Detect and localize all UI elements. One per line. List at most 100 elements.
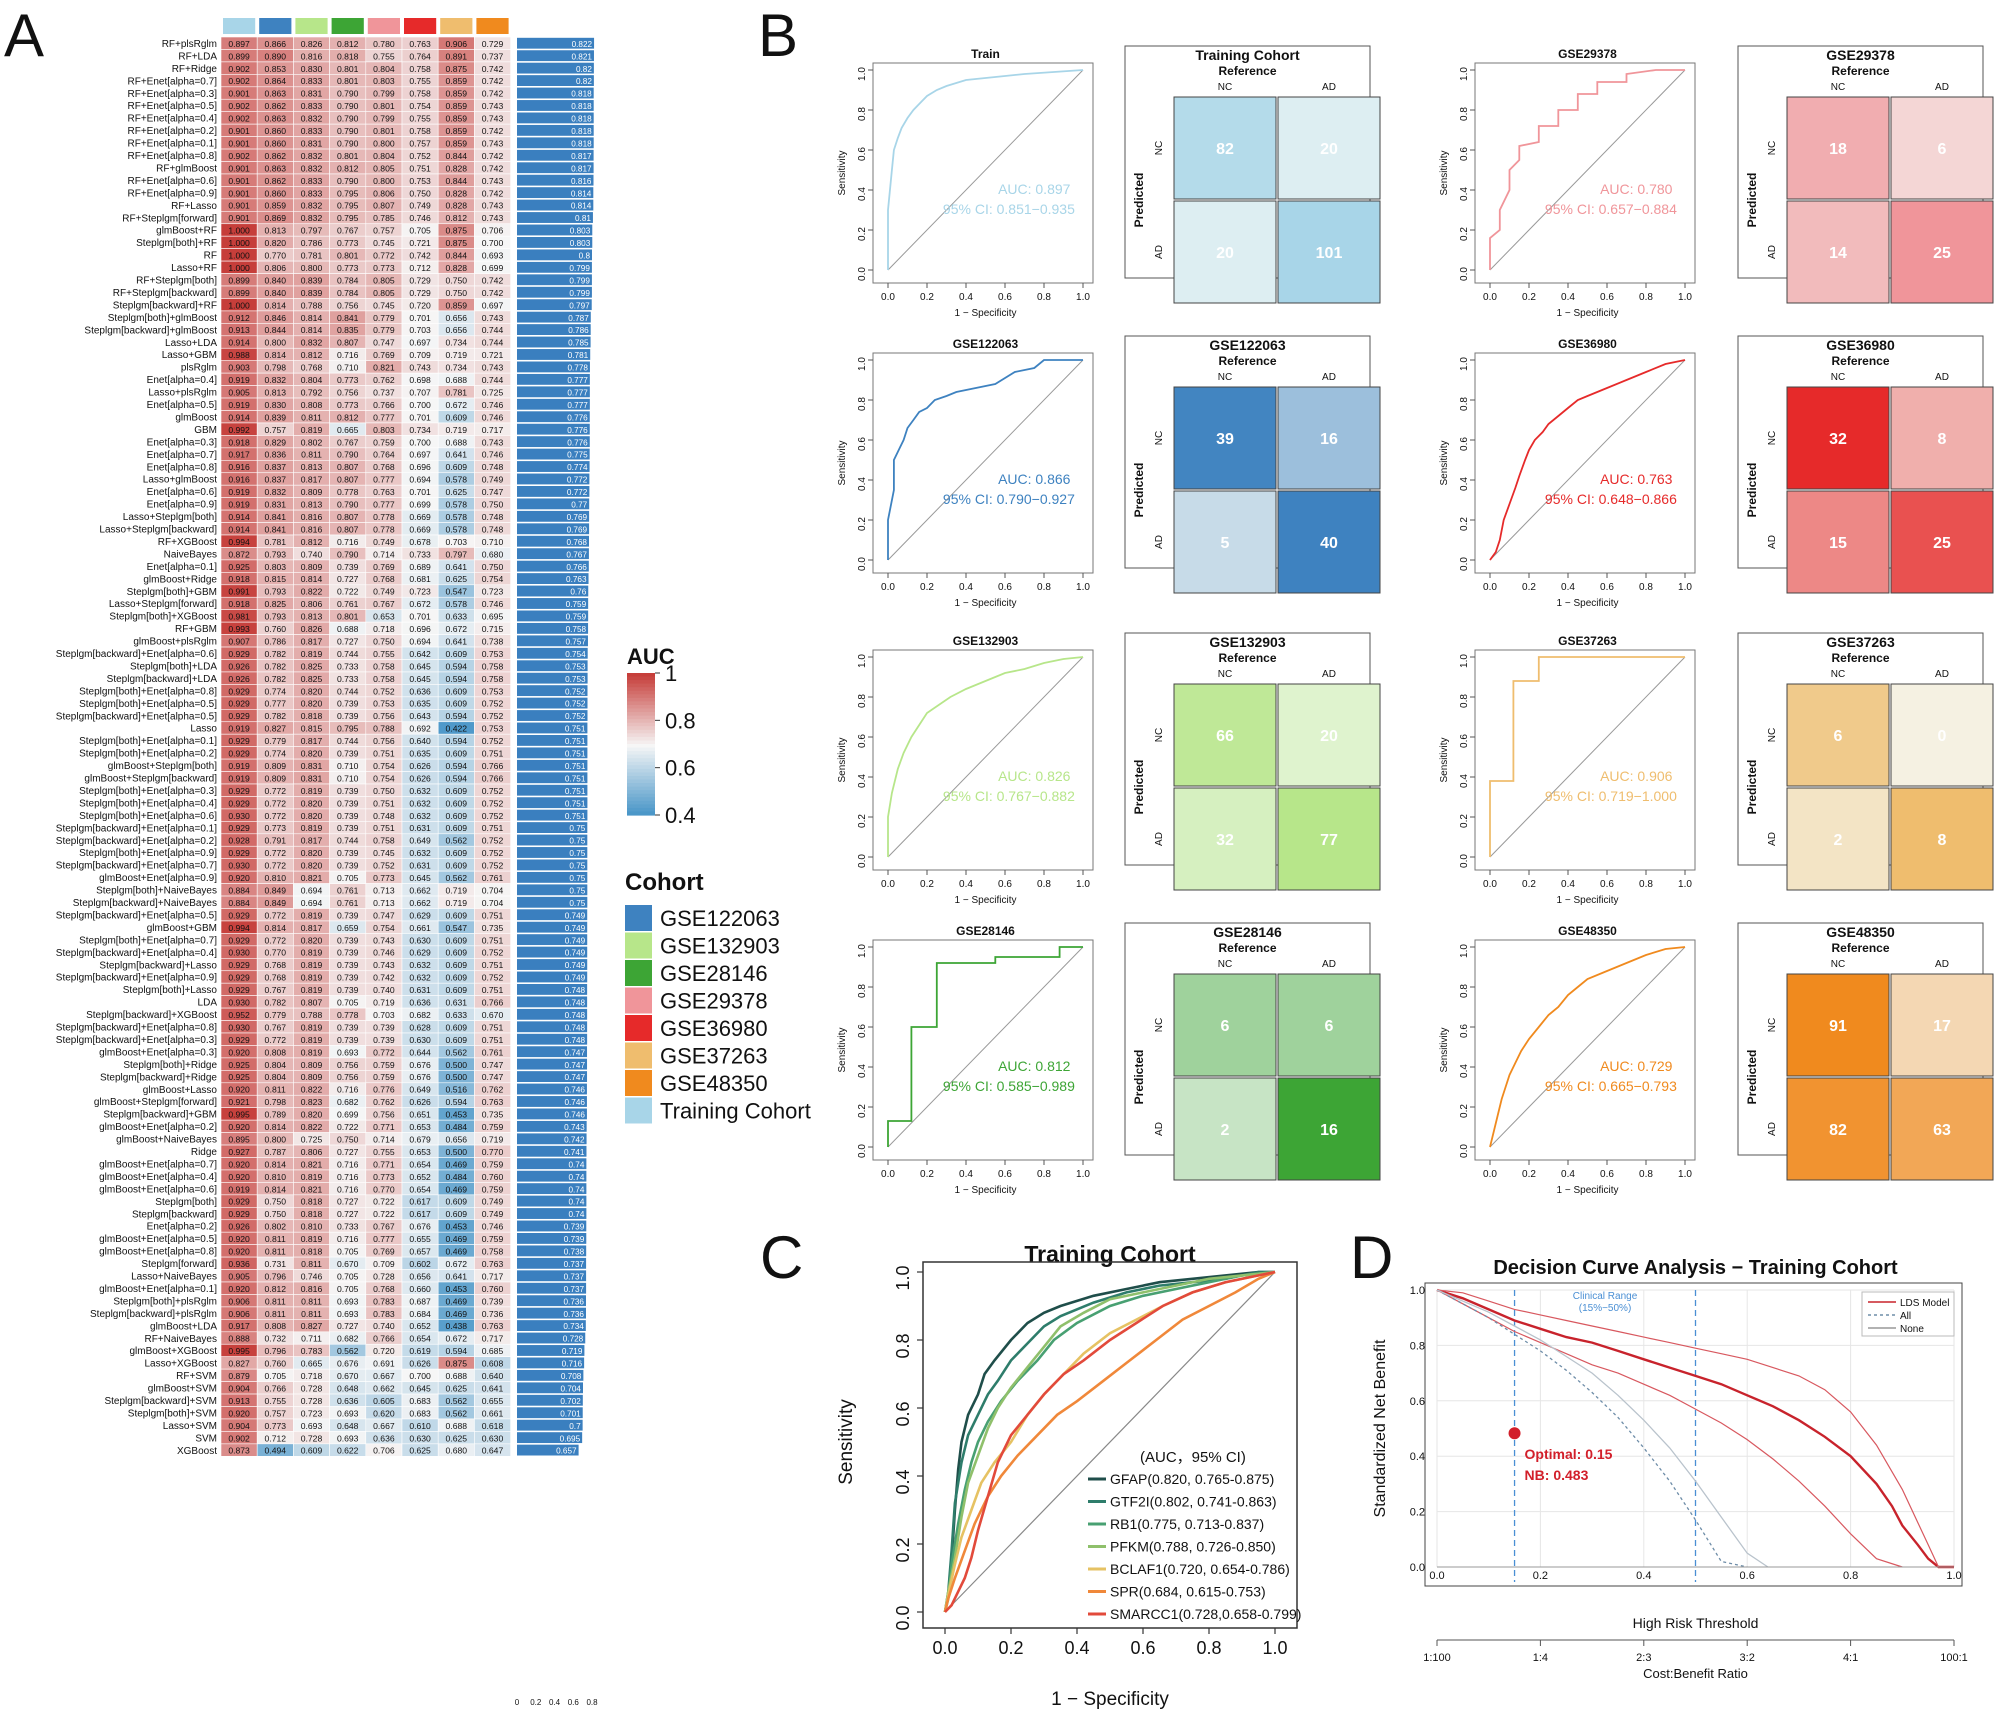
d-y-tick: 0.2 <box>1410 1507 1425 1519</box>
model-label: Lasso+LDA <box>165 338 217 349</box>
mean-auc-bar <box>517 299 592 311</box>
heatmap-cell-value: 0.729 <box>482 39 504 49</box>
heatmap-cell-value: 0.751 <box>482 935 504 945</box>
heatmap-cell-value: 0.929 <box>228 985 250 995</box>
heatmap-cell-value: 0.820 <box>301 848 323 858</box>
heatmap-cell-value: 0.645 <box>409 661 431 671</box>
heatmap-cell-value: 0.710 <box>482 537 504 547</box>
heatmap-cell-value: 0.739 <box>373 1035 395 1045</box>
model-label: Steplgm[both]+GBM <box>127 587 217 598</box>
heatmap-cell-value: 0.778 <box>373 512 395 522</box>
model-label: Steplgm[both] <box>155 1197 217 1208</box>
confusion-cell-value: 14 <box>1829 245 1847 262</box>
heatmap-cell-value: 0.901 <box>228 213 250 223</box>
heatmap-cell-value: 0.787 <box>265 1147 287 1157</box>
heatmap-cell-value: 0.718 <box>373 624 395 634</box>
heatmap-cell-value: 0.700 <box>482 238 504 248</box>
heatmap-cell-value: 0.734 <box>446 363 468 373</box>
cohort-legend-swatch <box>625 932 652 959</box>
confusion-cell-value: 15 <box>1829 535 1847 552</box>
heatmap-cell-value: 0.797 <box>446 549 468 559</box>
heatmap-cell-value: 0.813 <box>301 612 323 622</box>
confusion-col-label: NC <box>1831 959 1845 970</box>
heatmap-cell-value: 0.753 <box>409 176 431 186</box>
confusion-row-label: NC <box>1767 728 1778 742</box>
mean-auc-value: 0.736 <box>564 1297 585 1306</box>
cohort-strip-1 <box>259 18 292 34</box>
mean-auc-value: 0.752 <box>565 700 586 709</box>
roc-x-tick: 0.0 <box>1483 582 1497 593</box>
heatmap-cell-value: 0.654 <box>409 1159 431 1169</box>
mean-auc-value: 0.742 <box>564 1135 585 1144</box>
heatmap-cell-value: 0.781 <box>301 251 323 261</box>
heatmap-cell-value: 0.630 <box>409 1035 431 1045</box>
heatmap-cell-value: 0.899 <box>228 51 250 61</box>
heatmap-cell-value: 0.609 <box>446 935 468 945</box>
mean-auc-value: 0.818 <box>571 115 592 124</box>
heatmap-cell-value: 0.919 <box>228 487 250 497</box>
heatmap-cell-value: 0.609 <box>446 960 468 970</box>
heatmap-cell-value: 0.929 <box>228 960 250 970</box>
c-legend-entry: RB1(0.775, 0.713-0.837) <box>1110 1516 1264 1532</box>
heatmap-cell-value: 0.629 <box>409 948 431 958</box>
model-label: RF+Enet[alpha=0.9] <box>127 188 217 199</box>
model-label: Steplgm[both]+Enet[alpha=0.1] <box>79 736 217 747</box>
heatmap-cell-value: 0.819 <box>301 823 323 833</box>
mean-auc-value: 0.749 <box>565 974 586 983</box>
heatmap-cell-value: 0.676 <box>409 1060 431 1070</box>
confusion-col-axis: Reference <box>1831 354 1889 368</box>
heatmap-cell-value: 0.819 <box>301 910 323 920</box>
heatmap-cell-value: 0.716 <box>337 350 359 360</box>
heatmap-cell-value: 0.676 <box>409 1222 431 1232</box>
heatmap-cell-value: 0.869 <box>265 213 287 223</box>
roc-x-tick: 0.8 <box>1639 1169 1653 1180</box>
heatmap-cell-value: 0.758 <box>409 126 431 136</box>
colorbar-segment <box>627 683 655 688</box>
heatmap-cell-value: 0.693 <box>337 1047 359 1057</box>
heatmap-cell-value: 0.609 <box>446 462 468 472</box>
roc-y-tick: 1.0 <box>1459 944 1470 958</box>
heatmap-cell-value: 0.701 <box>409 612 431 622</box>
c-legend-gene: GTF2I <box>1110 1494 1150 1510</box>
heatmap-cell-value: 0.697 <box>409 450 431 460</box>
heatmap-cell-value: 0.766 <box>482 761 504 771</box>
roc-y-label: Sensitivity <box>837 737 848 782</box>
roc-x-tick: 0.8 <box>1639 292 1653 303</box>
heatmap-cell-value: 0.707 <box>409 387 431 397</box>
confusion-title: GSE132903 <box>1209 634 1285 650</box>
heatmap-cell-value: 0.772 <box>265 1035 287 1045</box>
roc-x-tick: 0.2 <box>920 292 934 303</box>
heatmap-cell-value: 0.790 <box>337 101 359 111</box>
cohort-strip-4 <box>367 18 400 34</box>
heatmap-cell-value: 0.727 <box>337 1321 359 1331</box>
model-label: RF+Enet[alpha=0.2] <box>127 126 217 137</box>
heatmap-cell-value: 0.781 <box>265 537 287 547</box>
bar-axis-tick: 0.4 <box>549 1698 561 1707</box>
roc-x-tick: 0.2 <box>920 1169 934 1180</box>
heatmap-cell-value: 0.790 <box>337 114 359 124</box>
heatmap-cell-value: 0.651 <box>409 1110 431 1120</box>
heatmap-cell-value: 0.832 <box>265 487 287 497</box>
roc-x-tick: 0.6 <box>998 1169 1012 1180</box>
heatmap-cell-value: 0.809 <box>301 1060 323 1070</box>
roc-x-tick: 0.0 <box>881 1169 895 1180</box>
heatmap-cell-value: 0.640 <box>482 1371 504 1381</box>
roc-y-tick: 0.8 <box>857 694 868 708</box>
mean-auc-value: 0.74 <box>568 1185 584 1194</box>
heatmap-cell-value: 0.453 <box>446 1284 468 1294</box>
heatmap-cell-value: 0.630 <box>482 1433 504 1443</box>
roc-y-tick: 0.2 <box>1459 517 1470 531</box>
roc-panel-title: GSE132903 <box>953 634 1019 648</box>
model-label: Enet[alpha=0.2] <box>147 1222 218 1233</box>
roc-ci-text: 95% CI: 0.767−0.882 <box>943 788 1075 804</box>
heatmap-cell-value: 0.817 <box>301 736 323 746</box>
heatmap-cell-value: 0.763 <box>409 39 431 49</box>
heatmap-cell-value: 0.769 <box>373 350 395 360</box>
heatmap-cell-value: 0.929 <box>228 649 250 659</box>
heatmap-cell-value: 0.727 <box>337 636 359 646</box>
heatmap-cell-value: 0.578 <box>446 524 468 534</box>
heatmap-cell-value: 0.609 <box>446 1209 468 1219</box>
model-label: glmBoost+Enet[alpha=0.6] <box>99 1184 217 1195</box>
heatmap-cell-value: 0.693 <box>337 1408 359 1418</box>
mean-auc-value: 0.758 <box>566 625 587 634</box>
